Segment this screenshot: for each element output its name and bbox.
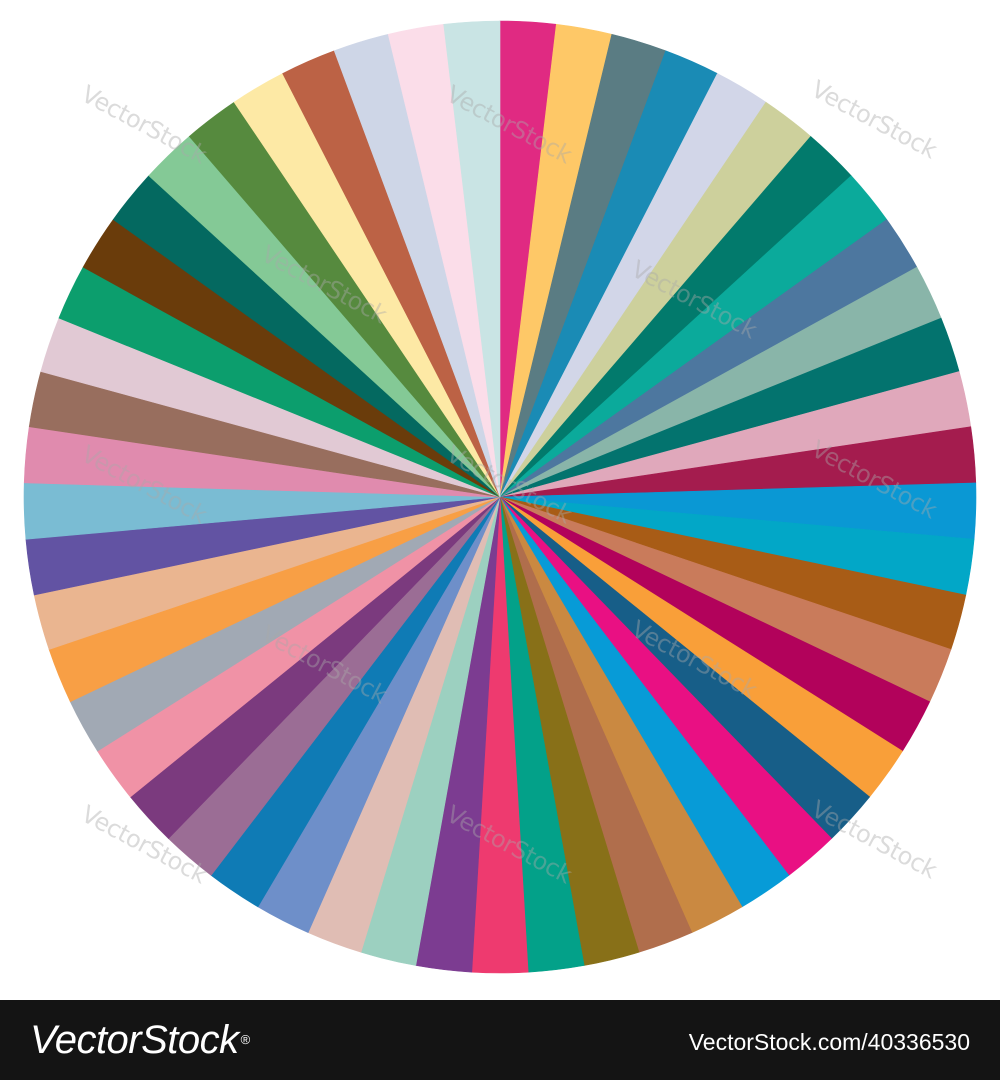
- footer-image-id: VectorStock.com/40336530: [688, 1029, 970, 1055]
- footer-brand-logo[interactable]: VectorStock ®: [30, 1018, 250, 1062]
- brand-name: VectorStock: [30, 1018, 239, 1062]
- wheel-segment: [443, 20, 501, 498]
- footer-bar: VectorStock ® VectorStock.com/40336530: [0, 1000, 1000, 1080]
- color-wheel-area: VectorStock VectorStock VectorStock VectorS…: [23, 20, 977, 974]
- registered-mark: ®: [240, 1032, 251, 1047]
- color-wheel: [23, 20, 977, 974]
